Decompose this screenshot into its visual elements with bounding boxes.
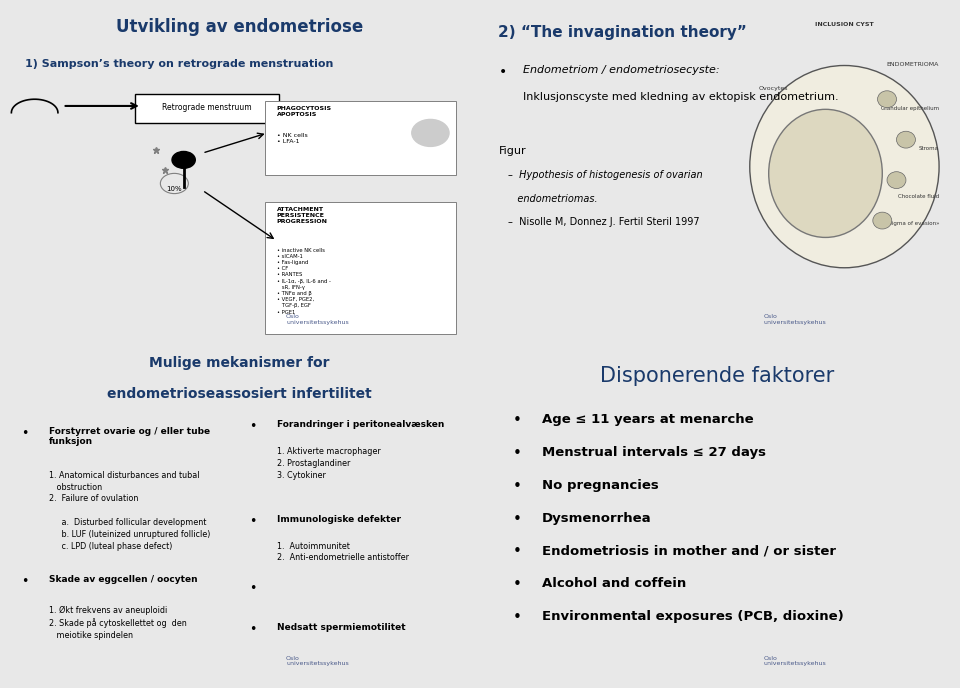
Text: •: •: [21, 575, 28, 588]
Text: Stroma: Stroma: [919, 147, 939, 151]
Text: –  Hypothesis of histogenesis of ovarian: – Hypothesis of histogenesis of ovarian: [509, 170, 703, 180]
Text: 1.  Autoimmunitet
2.  Anti-endometrielle antistoffer: 1. Autoimmunitet 2. Anti-endometrielle a…: [276, 541, 409, 562]
Text: Endometriom / endometriosecyste:: Endometriom / endometriosecyste:: [522, 65, 719, 76]
Text: Retrograde menstruum: Retrograde menstruum: [162, 103, 252, 112]
Text: 10%: 10%: [166, 186, 182, 191]
Text: •: •: [21, 427, 28, 440]
Text: •: •: [514, 544, 522, 559]
Text: PHAGOCYTOSIS
APOPTOSIS: PHAGOCYTOSIS APOPTOSIS: [276, 106, 332, 117]
Text: Alcohol and coffein: Alcohol and coffein: [541, 577, 685, 590]
Ellipse shape: [750, 65, 939, 268]
Text: Menstrual intervals ≤ 27 days: Menstrual intervals ≤ 27 days: [541, 447, 765, 459]
Text: •: •: [514, 413, 522, 429]
Text: Glandular epithelium: Glandular epithelium: [881, 106, 939, 111]
FancyBboxPatch shape: [265, 202, 456, 334]
Text: Dysmenorrhea: Dysmenorrhea: [541, 512, 651, 524]
Text: Skade av eggcellen / oocyten: Skade av eggcellen / oocyten: [49, 575, 197, 584]
Text: Oslo
universitetssykehus: Oslo universitetssykehus: [286, 314, 348, 325]
Text: Inklusjonscyste med kledning av ektopisk endometrium.: Inklusjonscyste med kledning av ektopisk…: [522, 92, 838, 103]
Ellipse shape: [877, 91, 897, 107]
Text: •: •: [514, 447, 522, 461]
Text: •: •: [249, 623, 256, 636]
Text: •: •: [514, 577, 522, 592]
Text: •: •: [514, 610, 522, 625]
Text: endometrioseassosiert infertilitet: endometrioseassosiert infertilitet: [108, 387, 372, 400]
FancyBboxPatch shape: [134, 94, 279, 122]
Ellipse shape: [887, 172, 906, 189]
Text: Oslo
universitetssykehus: Oslo universitetssykehus: [764, 314, 827, 325]
Text: Forandringer i peritonealvæsken: Forandringer i peritonealvæsken: [276, 420, 444, 429]
Text: INCLUSION CYST: INCLUSION CYST: [815, 22, 874, 27]
Text: Age ≤ 11 years at menarche: Age ≤ 11 years at menarche: [541, 413, 754, 427]
Text: •: •: [249, 582, 256, 595]
Text: Endometriosis in mother and / or sister: Endometriosis in mother and / or sister: [541, 544, 835, 557]
Text: Figur: Figur: [499, 147, 526, 156]
Text: •: •: [249, 420, 256, 433]
Text: Ovocytes: Ovocytes: [758, 86, 788, 91]
Text: Environmental exposures (PCB, dioxine): Environmental exposures (PCB, dioxine): [541, 610, 843, 623]
Text: Utvikling av endometriose: Utvikling av endometriose: [116, 19, 363, 36]
Text: ATTACHMENT
PERSISTENCE
PROGRESSION: ATTACHMENT PERSISTENCE PROGRESSION: [276, 207, 327, 224]
Text: Immunologiske defekter: Immunologiske defekter: [276, 515, 400, 524]
Ellipse shape: [873, 212, 892, 229]
Text: •: •: [499, 65, 507, 80]
Text: 1. Anatomical disturbances and tubal
   obstruction
2.  Failure of ovulation

  : 1. Anatomical disturbances and tubal obs…: [49, 471, 210, 550]
Text: Nedsatt spermiemotilitet: Nedsatt spermiemotilitet: [276, 623, 405, 632]
Text: Chocolate fluid: Chocolate fluid: [898, 193, 939, 199]
Text: –  Nisolle M, Donnez J. Fertil Steril 1997: – Nisolle M, Donnez J. Fertil Steril 199…: [509, 217, 700, 227]
Ellipse shape: [897, 131, 916, 148]
Text: 1. Aktiverte macrophager
2. Prostaglandiner
3. Cytokiner: 1. Aktiverte macrophager 2. Prostaglandi…: [276, 447, 380, 480]
FancyBboxPatch shape: [265, 101, 456, 175]
Text: endometriomas.: endometriomas.: [509, 193, 598, 204]
Circle shape: [172, 151, 195, 169]
Text: Disponerende faktorer: Disponerende faktorer: [599, 366, 834, 386]
Text: ENDOMETRIOMA: ENDOMETRIOMA: [887, 62, 939, 67]
Circle shape: [412, 120, 449, 147]
Text: «Sigma of evasion»: «Sigma of evasion»: [884, 221, 939, 226]
Text: Forstyrret ovarie og / eller tube
funksjon: Forstyrret ovarie og / eller tube funksj…: [49, 427, 209, 447]
Text: •: •: [249, 515, 256, 528]
Text: No pregnancies: No pregnancies: [541, 479, 659, 492]
Text: 2) “The invagination theory”: 2) “The invagination theory”: [497, 25, 747, 40]
Text: •: •: [514, 512, 522, 526]
Ellipse shape: [769, 109, 882, 237]
Text: 1. Økt frekvens av aneuploidi
2. Skade på cytoskellettet og  den
   meiotike spi: 1. Økt frekvens av aneuploidi 2. Skade p…: [49, 605, 186, 640]
Text: 1) Sampson’s theory on retrograde menstruation: 1) Sampson’s theory on retrograde menstr…: [25, 58, 334, 69]
Text: Oslo
universitetssykehus: Oslo universitetssykehus: [286, 656, 348, 666]
Text: • inactive NK cells
• sICAM-1
• Fas-ligand
• CF
• RANTES
• IL-1α, -β, IL-6 and -: • inactive NK cells • sICAM-1 • Fas-liga…: [276, 248, 330, 314]
Text: Oslo
universitetssykehus: Oslo universitetssykehus: [764, 656, 827, 666]
Text: Mulige mekanismer for: Mulige mekanismer for: [149, 356, 330, 370]
Text: • NK cells
• LFA-1: • NK cells • LFA-1: [276, 133, 307, 144]
Text: •: •: [514, 479, 522, 494]
